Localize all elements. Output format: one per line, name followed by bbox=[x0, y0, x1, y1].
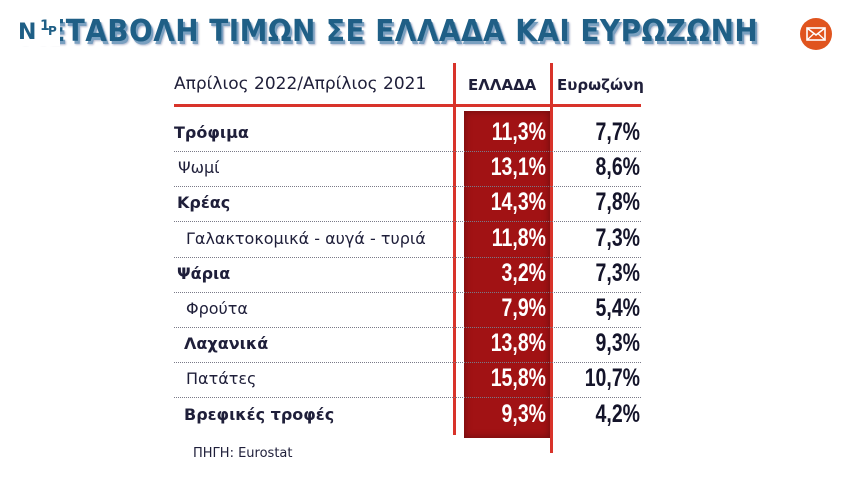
row-divider bbox=[174, 327, 641, 328]
row-label: Κρέας bbox=[177, 193, 231, 213]
row-divider bbox=[174, 151, 641, 152]
table-row: Τρόφιμα 11,3% 7,7% bbox=[174, 117, 641, 152]
eurozone-value: 7,3% bbox=[595, 223, 640, 252]
row-label: Γαλακτοκομικά - αυγά - τυριά bbox=[186, 228, 426, 248]
page-title: ΜΕΤΑΒΟΛΗ ΤΙΜΩΝ ΣΕ ΕΛΛΑΔΑ ΚΑΙ ΕΥΡΩΖΩΝΗ bbox=[18, 14, 759, 49]
table-row: Φρούτα 7,9% 5,4% bbox=[174, 293, 641, 328]
greece-value: 11,3% bbox=[491, 118, 546, 146]
envelope-icon[interactable] bbox=[800, 18, 832, 50]
eurozone-value: 5,4% bbox=[595, 294, 640, 322]
row-divider bbox=[174, 256, 641, 258]
table-row: Πατάτες 15,8% 10,7% bbox=[174, 363, 641, 399]
table-row: Ψάρια 3,2% 7,3% bbox=[174, 258, 641, 293]
row-label: Φρούτα bbox=[186, 299, 248, 318]
greece-value: 9,3% bbox=[501, 399, 546, 428]
greece-value: 14,3% bbox=[490, 188, 546, 217]
greece-col-right-border bbox=[550, 63, 553, 453]
row-divider bbox=[174, 186, 641, 188]
row-divider bbox=[174, 291, 641, 293]
source-note: ΠΗΓΗ: Eurostat bbox=[193, 446, 293, 461]
table-row: Γαλακτοκομικά - αυγά - τυριά 11,8% 7,3% bbox=[174, 223, 641, 258]
table-row: Ψωμί 13,1% 8,6% bbox=[174, 152, 641, 188]
header-divider bbox=[174, 104, 641, 107]
eurozone-value: 4,2% bbox=[595, 399, 640, 428]
row-label: Ψάρια bbox=[177, 263, 231, 283]
row-divider bbox=[174, 362, 641, 364]
eurozone-value: 7,3% bbox=[595, 258, 640, 287]
greece-column-highlight bbox=[464, 111, 550, 438]
greece-value: 15,8% bbox=[490, 364, 546, 393]
greece-col-left-border bbox=[453, 63, 456, 435]
row-label: Πατάτες bbox=[186, 369, 257, 389]
eurozone-value: 8,6% bbox=[595, 153, 640, 182]
greece-value: 7,9% bbox=[501, 294, 546, 322]
row-divider bbox=[174, 397, 641, 399]
row-divider bbox=[174, 221, 641, 223]
eurozone-value: 7,7% bbox=[595, 118, 640, 146]
row-label: Ψωμί bbox=[178, 158, 220, 178]
table-row: Κρέας 14,3% 7,8% bbox=[174, 187, 641, 223]
eurozone-value: 7,8% bbox=[595, 188, 640, 217]
greece-value: 13,8% bbox=[490, 329, 546, 358]
greece-value: 13,1% bbox=[490, 153, 546, 182]
eurozone-value: 10,7% bbox=[584, 364, 640, 393]
greece-value: 3,2% bbox=[501, 258, 546, 287]
eurozone-column-header: Ευρωζώνη bbox=[557, 76, 644, 94]
row-label: Τρόφιμα bbox=[174, 123, 249, 142]
table-row: Λαχανικά 13,8% 9,3% bbox=[174, 328, 641, 364]
greece-value: 11,8% bbox=[491, 223, 546, 252]
greece-column-header: ΕΛΛΑΔΑ bbox=[468, 76, 537, 94]
eurozone-value: 9,3% bbox=[595, 329, 640, 358]
row-label: Λαχανικά bbox=[184, 334, 269, 354]
period-header: Απρίλιος 2022/Απρίλιος 2021 bbox=[174, 74, 427, 94]
row-label: Βρεφικές τροφές bbox=[184, 404, 335, 424]
table-row: Βρεφικές τροφές 9,3% 4,2% bbox=[174, 399, 641, 434]
